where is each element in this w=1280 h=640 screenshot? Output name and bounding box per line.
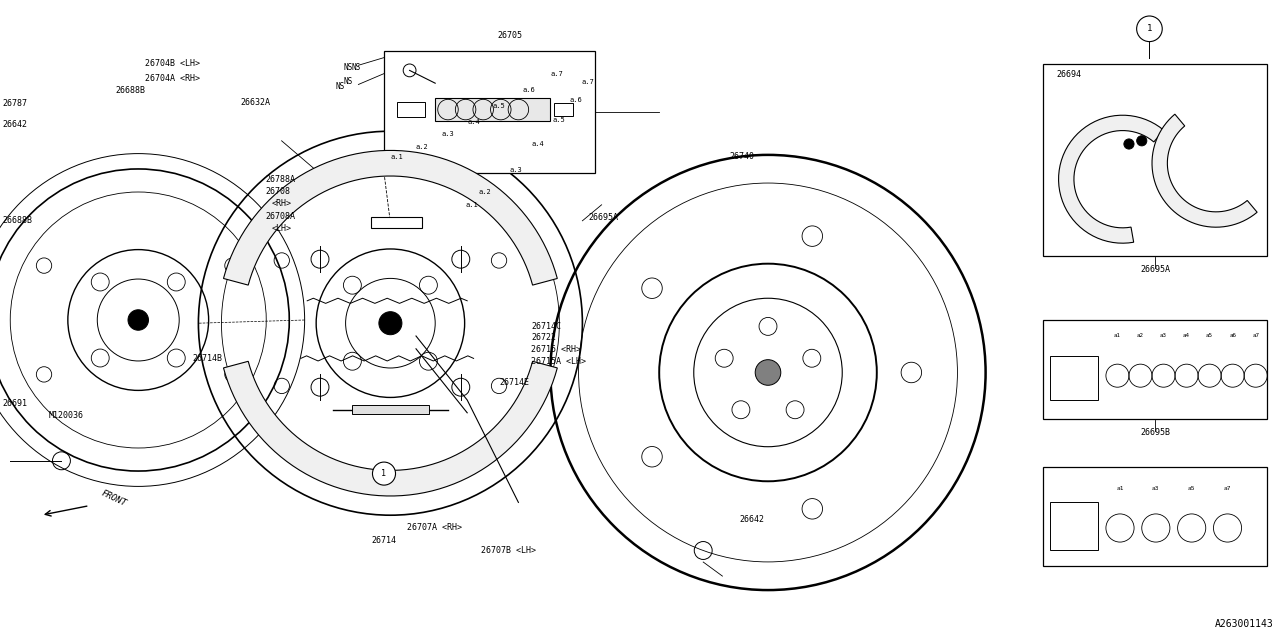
Bar	[1050, 502, 1098, 550]
Text: 26642: 26642	[3, 120, 28, 129]
Text: 26704A <RH>: 26704A <RH>	[145, 74, 200, 83]
Text: a3: a3	[1160, 333, 1167, 339]
Text: a.1: a.1	[466, 202, 479, 208]
Ellipse shape	[128, 310, 148, 330]
Bar	[352, 405, 429, 414]
Bar	[371, 217, 422, 228]
Text: 26688B: 26688B	[115, 86, 145, 95]
Bar	[384, 51, 595, 173]
Text: 26705: 26705	[497, 31, 522, 40]
Text: a5: a5	[1188, 486, 1196, 491]
Text: a.6: a.6	[570, 97, 582, 103]
Text: 26707B <LH>: 26707B <LH>	[481, 546, 536, 555]
Text: a2: a2	[1137, 333, 1144, 339]
Text: 26695B: 26695B	[1140, 428, 1170, 437]
Text: 26787: 26787	[3, 99, 28, 108]
Polygon shape	[1152, 114, 1257, 227]
Text: 26704B <LH>: 26704B <LH>	[145, 60, 200, 68]
Text: 1: 1	[1147, 24, 1152, 33]
Ellipse shape	[1137, 16, 1162, 42]
Text: A263001143: A263001143	[1215, 619, 1274, 629]
Text: 26714C: 26714C	[531, 322, 561, 331]
Ellipse shape	[755, 360, 781, 385]
Bar	[1043, 320, 1267, 419]
Text: a.2: a.2	[416, 144, 429, 150]
Text: 26740: 26740	[730, 152, 755, 161]
Text: a.6: a.6	[522, 86, 535, 93]
Text: 26642: 26642	[740, 515, 765, 524]
Text: 26694: 26694	[1056, 70, 1082, 79]
Text: 26714: 26714	[371, 536, 397, 545]
Polygon shape	[224, 150, 557, 285]
Text: 26691: 26691	[3, 399, 28, 408]
Bar	[554, 103, 573, 116]
Bar	[1050, 356, 1098, 400]
Text: a5: a5	[1206, 333, 1213, 339]
Text: NS: NS	[343, 63, 352, 72]
Text: 26708A: 26708A	[265, 212, 294, 221]
Text: a.3: a.3	[442, 131, 454, 138]
Bar	[1043, 467, 1267, 566]
Text: a7: a7	[1252, 333, 1260, 339]
Ellipse shape	[1124, 139, 1134, 149]
Text: a6: a6	[1229, 333, 1236, 339]
Text: 26695A: 26695A	[1140, 265, 1170, 274]
Text: a1: a1	[1114, 333, 1121, 339]
Text: 26632A: 26632A	[241, 98, 270, 107]
Text: 26788A: 26788A	[265, 175, 294, 184]
Text: a3: a3	[1152, 486, 1160, 491]
Text: 26714E: 26714E	[499, 378, 529, 387]
Text: 1: 1	[381, 469, 387, 478]
Text: 26715 <RH>: 26715 <RH>	[531, 345, 581, 354]
Text: 26707A <RH>: 26707A <RH>	[407, 524, 462, 532]
Text: a.7: a.7	[581, 79, 594, 85]
Text: <LH>: <LH>	[271, 224, 292, 233]
Text: NS: NS	[343, 77, 352, 86]
Text: a.5: a.5	[493, 102, 506, 109]
Ellipse shape	[379, 312, 402, 335]
Text: a.4: a.4	[531, 141, 544, 147]
Text: NS: NS	[335, 82, 344, 91]
Text: 26708: 26708	[265, 188, 291, 196]
Text: a.5: a.5	[553, 117, 566, 124]
Text: 26722: 26722	[531, 333, 557, 342]
Text: 26715A <LH>: 26715A <LH>	[531, 357, 586, 366]
Text: a.4: a.4	[467, 118, 480, 125]
Text: FRONT: FRONT	[100, 488, 128, 508]
Text: 26695A: 26695A	[589, 213, 618, 222]
Text: a1: a1	[1116, 486, 1124, 491]
Text: a.2: a.2	[479, 189, 492, 195]
Text: a.3: a.3	[509, 166, 522, 173]
Text: a.1: a.1	[390, 154, 403, 160]
Ellipse shape	[1137, 136, 1147, 146]
Text: a7: a7	[1224, 486, 1231, 491]
Polygon shape	[1059, 115, 1164, 243]
Text: 26688B: 26688B	[3, 216, 32, 225]
Text: a4: a4	[1183, 333, 1190, 339]
Text: a.7: a.7	[550, 70, 563, 77]
Text: <RH>: <RH>	[271, 199, 292, 208]
Bar	[1043, 64, 1267, 256]
Text: NS: NS	[352, 63, 361, 72]
Bar	[397, 102, 425, 117]
Polygon shape	[224, 362, 557, 496]
Bar	[435, 98, 550, 121]
Ellipse shape	[372, 462, 396, 485]
Text: 26714B: 26714B	[192, 354, 221, 363]
Text: M120036: M120036	[49, 412, 83, 420]
